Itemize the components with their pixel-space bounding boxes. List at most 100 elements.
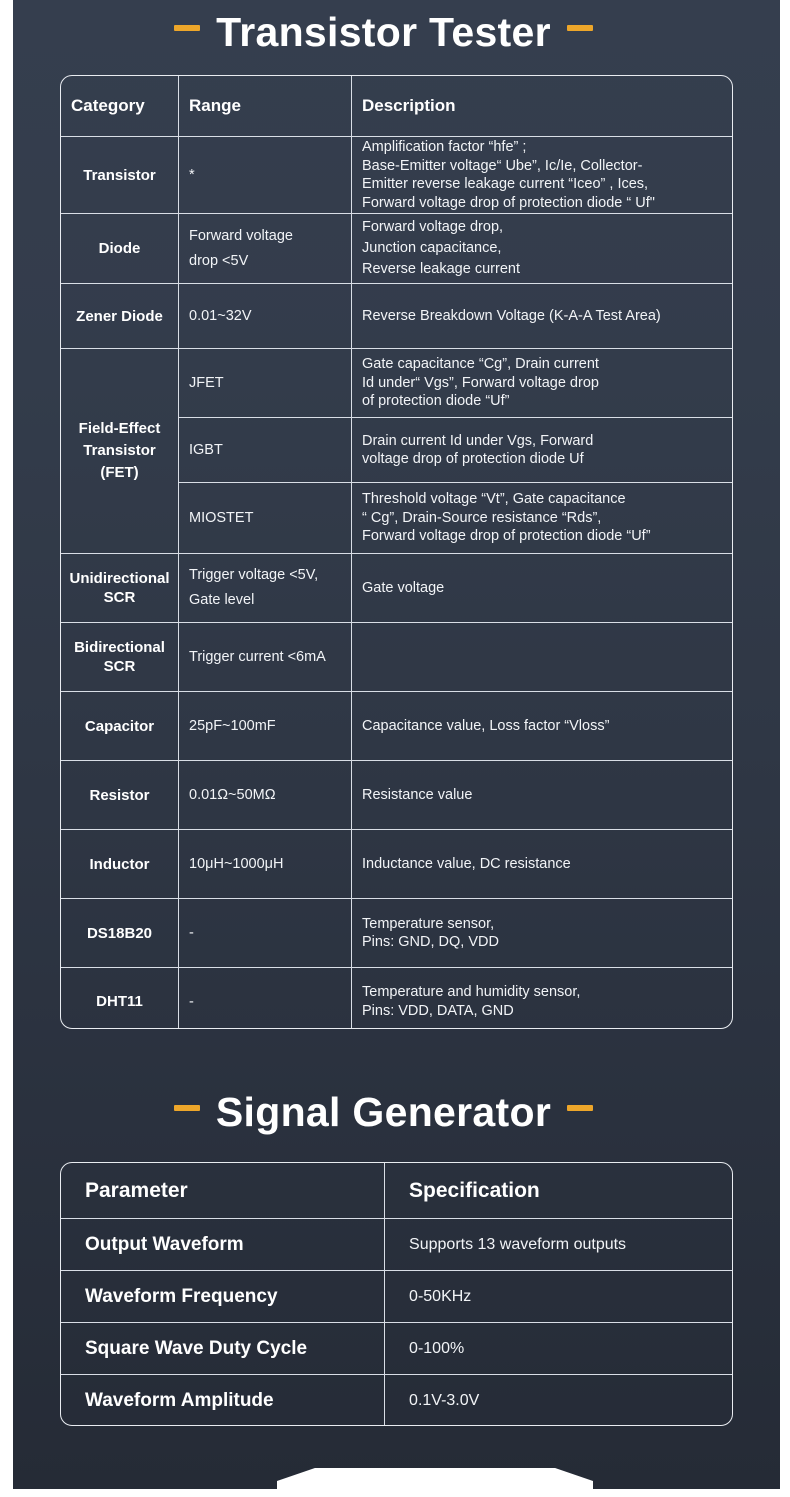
column-header-description: Description: [362, 96, 456, 115]
fet-label-line: (FET): [100, 464, 139, 481]
cell-category-line: Bidirectional: [74, 639, 165, 656]
cell-range: Forward voltage drop <5V: [179, 214, 352, 283]
cell-parameter: Waveform Frequency: [61, 1271, 386, 1322]
cell-range: *: [179, 137, 352, 213]
table-header-row: Category Range Description: [61, 76, 732, 137]
desc-line: Junction capacitance,: [362, 240, 502, 256]
cell-description: Inductance value, DC resistance: [362, 856, 571, 872]
section-title-text: Signal Generator: [215, 1089, 552, 1135]
table-row: Zener Diode 0.01~32V Reverse Breakdown V…: [61, 284, 732, 349]
cell-range: -: [179, 968, 352, 1028]
cell-category: Unidirectional SCR: [61, 554, 179, 622]
cell-category-line: SCR: [103, 658, 136, 675]
cell-category-line: SCR: [103, 589, 136, 606]
range-line: drop <5V: [189, 252, 249, 269]
table-row: Output Waveform Supports 13 waveform out…: [61, 1219, 732, 1271]
cell-description: Gate voltage: [362, 580, 445, 596]
desc-line: Pins: GND, DQ, VDD: [362, 934, 499, 950]
column-header-parameter: Parameter: [61, 1163, 386, 1218]
section-title-signal-generator: Signal Generator: [0, 1088, 767, 1136]
desc-line: Reverse leakage current: [362, 261, 520, 277]
cell-description: Resistance value: [362, 787, 473, 803]
cell-range: 0.01~32V: [179, 284, 352, 348]
cell-parameter: Square Wave Duty Cycle: [61, 1323, 386, 1374]
dark-panel-background: [13, 0, 780, 1489]
table-row: Waveform Frequency 0-50KHz: [61, 1271, 732, 1323]
cell-category: Inductor: [61, 830, 179, 898]
fet-label-line: Transistor: [83, 442, 156, 459]
table-row: Square Wave Duty Cycle 0-100%: [61, 1323, 732, 1375]
cell-range: IGBT: [179, 418, 352, 482]
cell-parameter: Output Waveform: [61, 1219, 386, 1270]
cell-description: Drain current Id under Vgs, Forward volt…: [352, 418, 732, 482]
desc-line: Forward voltage drop of protection diode…: [362, 194, 655, 211]
table-row: Diode Forward voltage drop <5V Forward v…: [61, 214, 732, 284]
cell-description: Temperature and humidity sensor, Pins: V…: [352, 968, 732, 1028]
desc-line: Forward voltage drop,: [362, 219, 504, 235]
cell-specification: 0.1V-3.0V: [409, 1392, 480, 1409]
table-row: Waveform Amplitude 0.1V-3.0V: [61, 1375, 732, 1425]
desc-line: Temperature and humidity sensor,: [362, 984, 581, 1000]
column-header-range: Range: [179, 76, 352, 136]
column-header-specification: Specification: [409, 1178, 540, 1202]
cell-category: Bidirectional SCR: [61, 623, 179, 691]
cell-specification: 0-50KHz: [409, 1287, 472, 1305]
table-row: DHT11 - Temperature and humidity sensor,…: [61, 968, 732, 1028]
table-row-group-fet: Field-Effect Transistor (FET) JFET Gate …: [61, 349, 732, 554]
fet-subrows: JFET Gate capacitance “Cg”, Drain curren…: [179, 349, 732, 553]
desc-line: Drain current Id under Vgs, Forward: [362, 432, 594, 449]
table-row: Capacitor 25pF~100mF Capacitance value, …: [61, 692, 732, 761]
cell-range: 10μH~1000μH: [179, 830, 352, 898]
desc-line: of protection diode “Uf”: [362, 393, 510, 410]
fet-label-line: Field-Effect: [78, 420, 161, 437]
accent-dash-left-icon: [173, 1105, 200, 1111]
cell-category: DHT11: [61, 968, 179, 1028]
desc-line: Temperature sensor,: [362, 915, 495, 932]
table-row: MIOSTET Threshold voltage “Vt”, Gate cap…: [179, 483, 732, 553]
accent-dash-right-icon: [567, 1105, 594, 1111]
range-line: Trigger voltage <5V,: [189, 567, 319, 583]
cell-specification: Supports 13 waveform outputs: [409, 1235, 627, 1253]
transistor-tester-table: Category Range Description Transistor * …: [60, 75, 733, 1029]
table-row: Inductor 10μH~1000μH Inductance value, D…: [61, 830, 732, 899]
cell-range: -: [179, 899, 352, 967]
desc-line: Base-Emitter voltage“ Ube”, Ic/Ie, Colle…: [362, 157, 643, 174]
table-row: DS18B20 - Temperature sensor, Pins: GND,…: [61, 899, 732, 968]
cell-range: 0.01Ω~50MΩ: [179, 761, 352, 829]
table-header-row: Parameter Specification: [61, 1163, 732, 1219]
cell-range: Trigger current <6mA: [179, 623, 352, 691]
range-line: Gate level: [189, 592, 255, 608]
desc-line: “ Cg”, Drain-Source resistance “Rds”,: [362, 509, 602, 526]
cell-description: Capacitance value, Loss factor “Vloss”: [362, 718, 610, 734]
cell-range: MIOSTET: [179, 483, 352, 553]
desc-line: Pins: VDD, DATA, GND: [362, 1002, 514, 1019]
cell-category: Resistor: [61, 761, 179, 829]
signal-generator-table: Parameter Specification Output Waveform …: [60, 1162, 733, 1426]
desc-line: Threshold voltage “Vt”, Gate capacitance: [362, 491, 626, 508]
cell-description: [352, 623, 732, 691]
table-row: Bidirectional SCR Trigger current <6mA: [61, 623, 732, 692]
table-row: Transistor * Amplification factor “hfe” …: [61, 137, 732, 214]
desc-line: Forward voltage drop of protection diode…: [362, 528, 651, 545]
table-row: Resistor 0.01Ω~50MΩ Resistance value: [61, 761, 732, 830]
section-title-text: Transistor Tester: [216, 9, 551, 55]
desc-line: Amplification factor “hfe” ;: [362, 139, 527, 155]
cell-range: 25pF~100mF: [179, 692, 352, 760]
section-title-transistor-tester: Transistor Tester: [0, 8, 767, 56]
cell-range: JFET: [179, 349, 352, 417]
cell-category: Transistor: [61, 137, 179, 213]
cell-category: Diode: [61, 214, 179, 283]
next-section-trapezoid-decoration: [277, 1468, 593, 1497]
table-row: Unidirectional SCR Trigger voltage <5V, …: [61, 554, 732, 623]
column-header-category: Category: [61, 76, 179, 136]
cell-description: Reverse Breakdown Voltage (K-A-A Test Ar…: [362, 308, 661, 324]
accent-dash-left-icon: [174, 25, 201, 31]
cell-description: Amplification factor “hfe” ; Base-Emitte…: [352, 137, 732, 213]
cell-description: Forward voltage drop, Junction capacitan…: [352, 214, 732, 283]
cell-specification: 0-100%: [409, 1339, 465, 1357]
desc-line: Id under“ Vgs”, Forward voltage drop: [362, 374, 599, 391]
cell-range: Trigger voltage <5V, Gate level: [179, 554, 352, 622]
table-row: JFET Gate capacitance “Cg”, Drain curren…: [179, 349, 732, 418]
cell-category-fet: Field-Effect Transistor (FET): [61, 349, 179, 553]
cell-category-line: Unidirectional: [69, 570, 170, 587]
